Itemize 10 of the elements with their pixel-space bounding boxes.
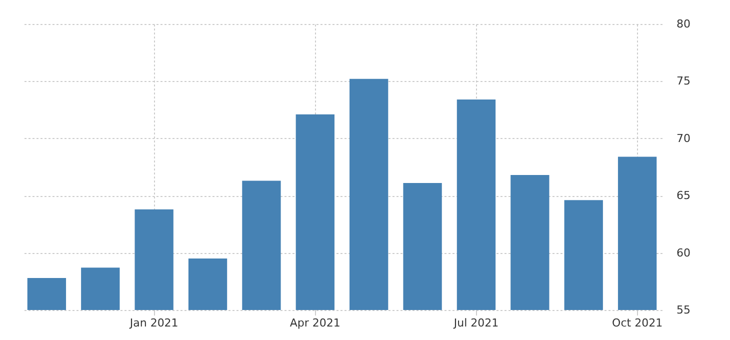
y-tick-label: 55 bbox=[676, 304, 690, 316]
y-tick-label: 80 bbox=[676, 18, 690, 30]
x-tick-label: Apr 2021 bbox=[290, 316, 340, 330]
x-tick-label: Jul 2021 bbox=[452, 316, 499, 330]
y-tick-label: 60 bbox=[676, 246, 690, 260]
y-tick-label: 65 bbox=[676, 189, 690, 202]
x-tick-label: Jan 2021 bbox=[128, 316, 178, 330]
y-tick-label: 70 bbox=[676, 132, 690, 145]
x-tick-label: Oct 2021 bbox=[612, 316, 663, 330]
y-tick-label: 75 bbox=[676, 74, 690, 88]
